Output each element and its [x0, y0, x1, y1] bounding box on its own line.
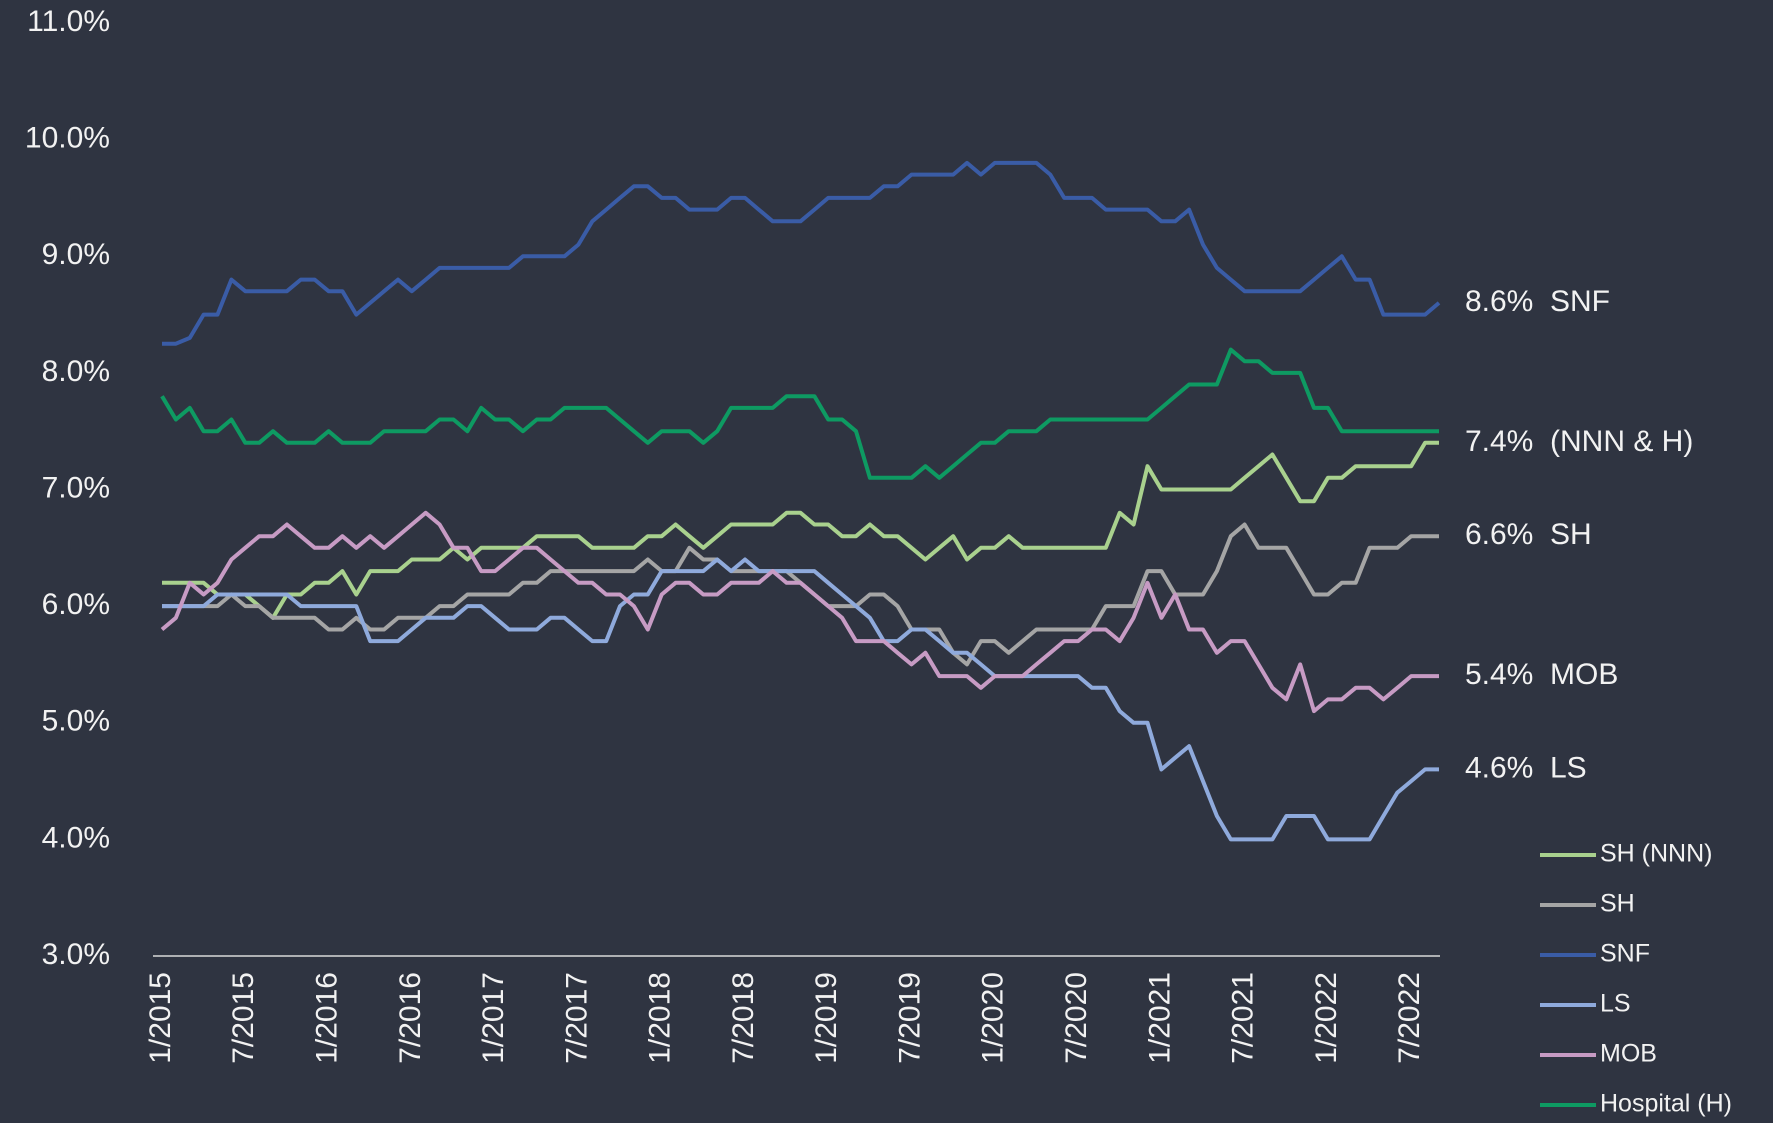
legend-label: SNF	[1600, 940, 1650, 968]
x-tick-label: 7/2016	[394, 972, 427, 1064]
y-tick-label: 10.0%	[25, 122, 110, 155]
y-tick-label: 9.0%	[42, 238, 110, 271]
legend-label: Hospital (H)	[1600, 1090, 1732, 1118]
end-label: 7.4% (NNN & H)	[1465, 425, 1693, 458]
end-label: 4.6% LS	[1465, 751, 1587, 784]
series-line	[160, 347, 1439, 480]
legend-label: LS	[1600, 990, 1631, 1018]
series-line	[162, 160, 1441, 346]
end-label: 5.4% MOB	[1465, 658, 1618, 691]
x-tick-label: 1/2020	[977, 972, 1010, 1064]
y-tick-label: 7.0%	[42, 471, 110, 504]
end-label: 8.6% SNF	[1465, 285, 1610, 318]
y-tick-label: 3.0%	[42, 938, 110, 971]
y-tick-label: 5.0%	[42, 705, 110, 738]
x-tick-label: 7/2017	[560, 972, 593, 1064]
x-tick-label: 7/2022	[1393, 972, 1426, 1064]
legend-label: SH (NNN)	[1600, 840, 1713, 868]
x-tick-label: 7/2019	[893, 972, 926, 1064]
x-tick-label: 7/2021	[1227, 972, 1260, 1064]
y-tick-label: 4.0%	[42, 821, 110, 854]
x-tick-label: 1/2016	[310, 972, 343, 1064]
legend-label: MOB	[1600, 1040, 1657, 1068]
series-line	[162, 557, 1439, 842]
legend-label: SH	[1600, 890, 1635, 918]
series-line	[160, 510, 1439, 714]
x-tick-label: 1/2022	[1310, 972, 1343, 1064]
x-tick-label: 1/2018	[644, 972, 677, 1064]
x-tick-label: 1/2017	[477, 972, 510, 1064]
y-tick-label: 6.0%	[42, 588, 110, 621]
y-tick-label: 11.0%	[27, 5, 110, 38]
x-tick-label: 7/2020	[1060, 972, 1093, 1064]
y-tick-label: 8.0%	[42, 355, 110, 388]
x-tick-label: 1/2021	[1143, 972, 1176, 1064]
x-tick-label: 7/2018	[727, 972, 760, 1064]
x-tick-label: 7/2015	[227, 972, 260, 1064]
series-line	[162, 440, 1439, 620]
x-tick-label: 1/2019	[810, 972, 843, 1064]
end-label: 6.6% SH	[1465, 518, 1592, 551]
x-tick-label: 1/2015	[144, 972, 177, 1064]
